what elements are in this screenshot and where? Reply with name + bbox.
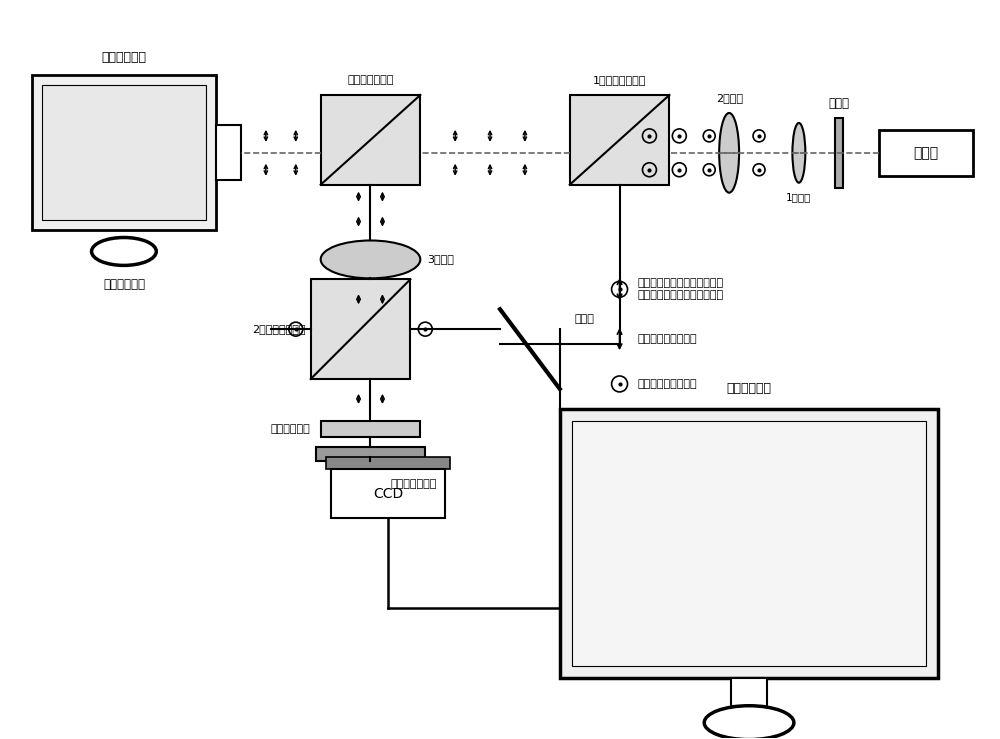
- Bar: [321, 95, 420, 185]
- Bar: [311, 279, 410, 379]
- Bar: [326, 457, 450, 469]
- Ellipse shape: [719, 113, 739, 193]
- Text: 计算机显示屏: 计算机显示屏: [103, 278, 145, 291]
- Text: 发射镜: 发射镜: [575, 314, 595, 324]
- Bar: [570, 95, 669, 185]
- Text: CCD: CCD: [373, 486, 403, 500]
- Bar: [316, 446, 425, 460]
- Text: 四分之一玻片: 四分之一玻片: [271, 423, 311, 434]
- Text: 半波片: 半波片: [828, 97, 849, 109]
- Bar: [560, 409, 938, 678]
- Text: 空间光调制器: 空间光调制器: [101, 51, 146, 64]
- Bar: [321, 420, 420, 437]
- Text: 2号偏振分光棱镜: 2号偏振分光棱镜: [252, 324, 306, 334]
- Text: 1号透镜: 1号透镜: [786, 193, 812, 202]
- Ellipse shape: [704, 706, 794, 739]
- Bar: [835, 118, 843, 188]
- Bar: [731, 678, 767, 706]
- Text: 1号偏振分光棱镜: 1号偏振分光棱镜: [593, 75, 646, 85]
- Bar: [216, 125, 241, 180]
- Text: 计算机显示屏: 计算机显示屏: [727, 382, 772, 395]
- Text: 偏振方向垂直于桌面: 偏振方向垂直于桌面: [637, 379, 697, 389]
- Ellipse shape: [321, 240, 420, 279]
- Bar: [572, 420, 926, 666]
- Bar: [42, 85, 206, 219]
- Text: 非偏振分光棱镜: 非偏振分光棱镜: [347, 75, 394, 85]
- Text: 激光器: 激光器: [913, 146, 938, 160]
- Text: 像素偏振片阵列: 像素偏振片阵列: [390, 479, 437, 488]
- Bar: [32, 75, 216, 230]
- Text: 2号透镜: 2号透镜: [716, 93, 743, 103]
- Text: 偏振方向平行于桌面: 偏振方向平行于桌面: [637, 334, 697, 344]
- Bar: [331, 469, 445, 519]
- Text: 3号透镜: 3号透镜: [427, 254, 454, 265]
- Text: 偏振方向既包含平行于桌面的
部分也包括垂直于桌面的部分: 偏振方向既包含平行于桌面的 部分也包括垂直于桌面的部分: [637, 279, 724, 300]
- Ellipse shape: [92, 237, 156, 265]
- Ellipse shape: [792, 123, 805, 183]
- Bar: [879, 130, 973, 176]
